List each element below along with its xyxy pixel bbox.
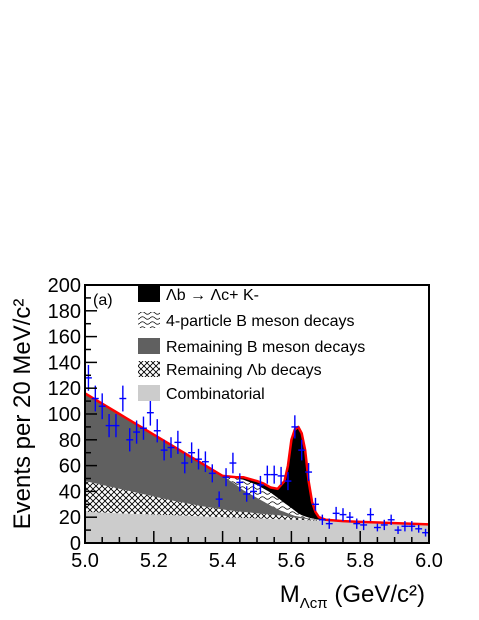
data-point: [408, 521, 416, 532]
data-point: [146, 399, 154, 426]
x-tick-label: 5.6: [277, 550, 305, 572]
data-point: [373, 523, 381, 532]
legend-swatch-remaining-lambdab: [138, 361, 160, 377]
x-axis-title: MΛcπ (GeV/c²): [280, 581, 425, 612]
data-point: [305, 463, 313, 482]
data-point: [160, 439, 168, 461]
panel-label: (a): [93, 292, 113, 309]
y-tick-label: 80: [59, 430, 81, 452]
data-point: [422, 528, 429, 537]
y-tick-label: 200: [48, 275, 81, 297]
stacked-background-areas: [85, 393, 429, 543]
x-tick-label: 6.0: [415, 550, 443, 572]
data-point: [367, 508, 374, 522]
legend-label-signal: Λb → Λc+ K-: [166, 287, 259, 304]
y-tick-label: 100: [48, 404, 81, 426]
y-tick-label: 160: [48, 327, 81, 349]
legend-label-remaining-lambdab: Remaining Λb decays: [166, 362, 322, 379]
x-axis-title-main: M: [280, 581, 300, 608]
y-tick-label: 120: [48, 378, 81, 400]
data-point: [243, 486, 251, 502]
legend-label-4-particle: 4-particle B meson decays: [166, 313, 355, 330]
area-combinatorial: [85, 512, 429, 543]
data-point: [140, 416, 147, 440]
data-point: [387, 514, 395, 525]
legend-swatch-combinatorial: [138, 385, 160, 401]
data-point: [394, 526, 402, 534]
data-point: [291, 415, 299, 439]
legend: Λb → Λc+ K- 4-particle B meson decays Re…: [138, 286, 365, 403]
data-point: [119, 385, 127, 412]
data-point: [339, 508, 347, 522]
data-point: [153, 419, 161, 443]
data-point: [312, 497, 319, 511]
x-axis-title-subscript: Λcπ: [300, 595, 328, 612]
data-points: [85, 364, 429, 537]
legend-swatch-remaining-b: [138, 338, 160, 354]
data-point: [277, 466, 285, 485]
y-tick-label: 0: [70, 533, 81, 555]
data-point: [229, 452, 237, 474]
area-remaining-lambdab: [85, 481, 429, 525]
data-point: [360, 519, 368, 531]
x-tick-label: 5.2: [140, 550, 168, 572]
data-point: [318, 514, 326, 525]
y-tick-label: 20: [59, 507, 81, 529]
data-point: [298, 439, 306, 461]
data-point: [270, 465, 278, 484]
data-point: [98, 393, 106, 420]
data-point: [222, 468, 230, 487]
data-point: [181, 452, 189, 474]
data-point: [133, 420, 141, 444]
data-point: [112, 414, 120, 438]
area-remaining-b: [85, 393, 429, 525]
x-tick-label: 5.4: [209, 550, 237, 572]
x-tick-label: 5.8: [346, 550, 374, 572]
data-point: [195, 448, 202, 470]
data-point: [401, 521, 409, 532]
data-point: [250, 483, 257, 500]
axis-ticks: 0 20 40 60 80 100 120 140 160 180 200 5.0 5.2 5.4 5.6 5…: [48, 275, 443, 572]
legend-label-combinatorial: Combinatorial: [166, 386, 265, 403]
data-point: [91, 385, 99, 412]
data-point: [167, 437, 175, 458]
legend-label-remaining-b: Remaining B meson decays: [166, 339, 365, 356]
data-point: [415, 524, 423, 533]
data-point: [236, 473, 244, 492]
data-point: [85, 364, 92, 391]
data-point: [188, 442, 196, 464]
data-point: [353, 518, 361, 529]
data-point: [332, 506, 340, 520]
data-point: [126, 428, 134, 452]
data-point: [284, 472, 292, 491]
data-point: [325, 518, 333, 529]
data-point: [380, 519, 388, 531]
data-point: [105, 414, 113, 438]
data-point: [257, 475, 264, 494]
data-point: [215, 491, 223, 507]
y-tick-label: 180: [48, 301, 81, 323]
y-tick-label: 140: [48, 352, 81, 374]
data-point: [263, 465, 271, 484]
legend-swatch-4-particle: [138, 312, 160, 328]
x-tick-label: 5.0: [71, 550, 99, 572]
data-point: [208, 464, 216, 483]
legend-swatch-signal: [138, 286, 160, 302]
y-axis-title: Events per 20 MeV/c²: [9, 299, 36, 530]
data-point: [174, 430, 182, 454]
x-axis-title-unit: (GeV/c²): [328, 581, 425, 608]
data-point: [201, 451, 209, 473]
data-point: [346, 512, 354, 523]
y-tick-label: 40: [59, 481, 81, 503]
y-tick-label: 60: [59, 456, 81, 478]
